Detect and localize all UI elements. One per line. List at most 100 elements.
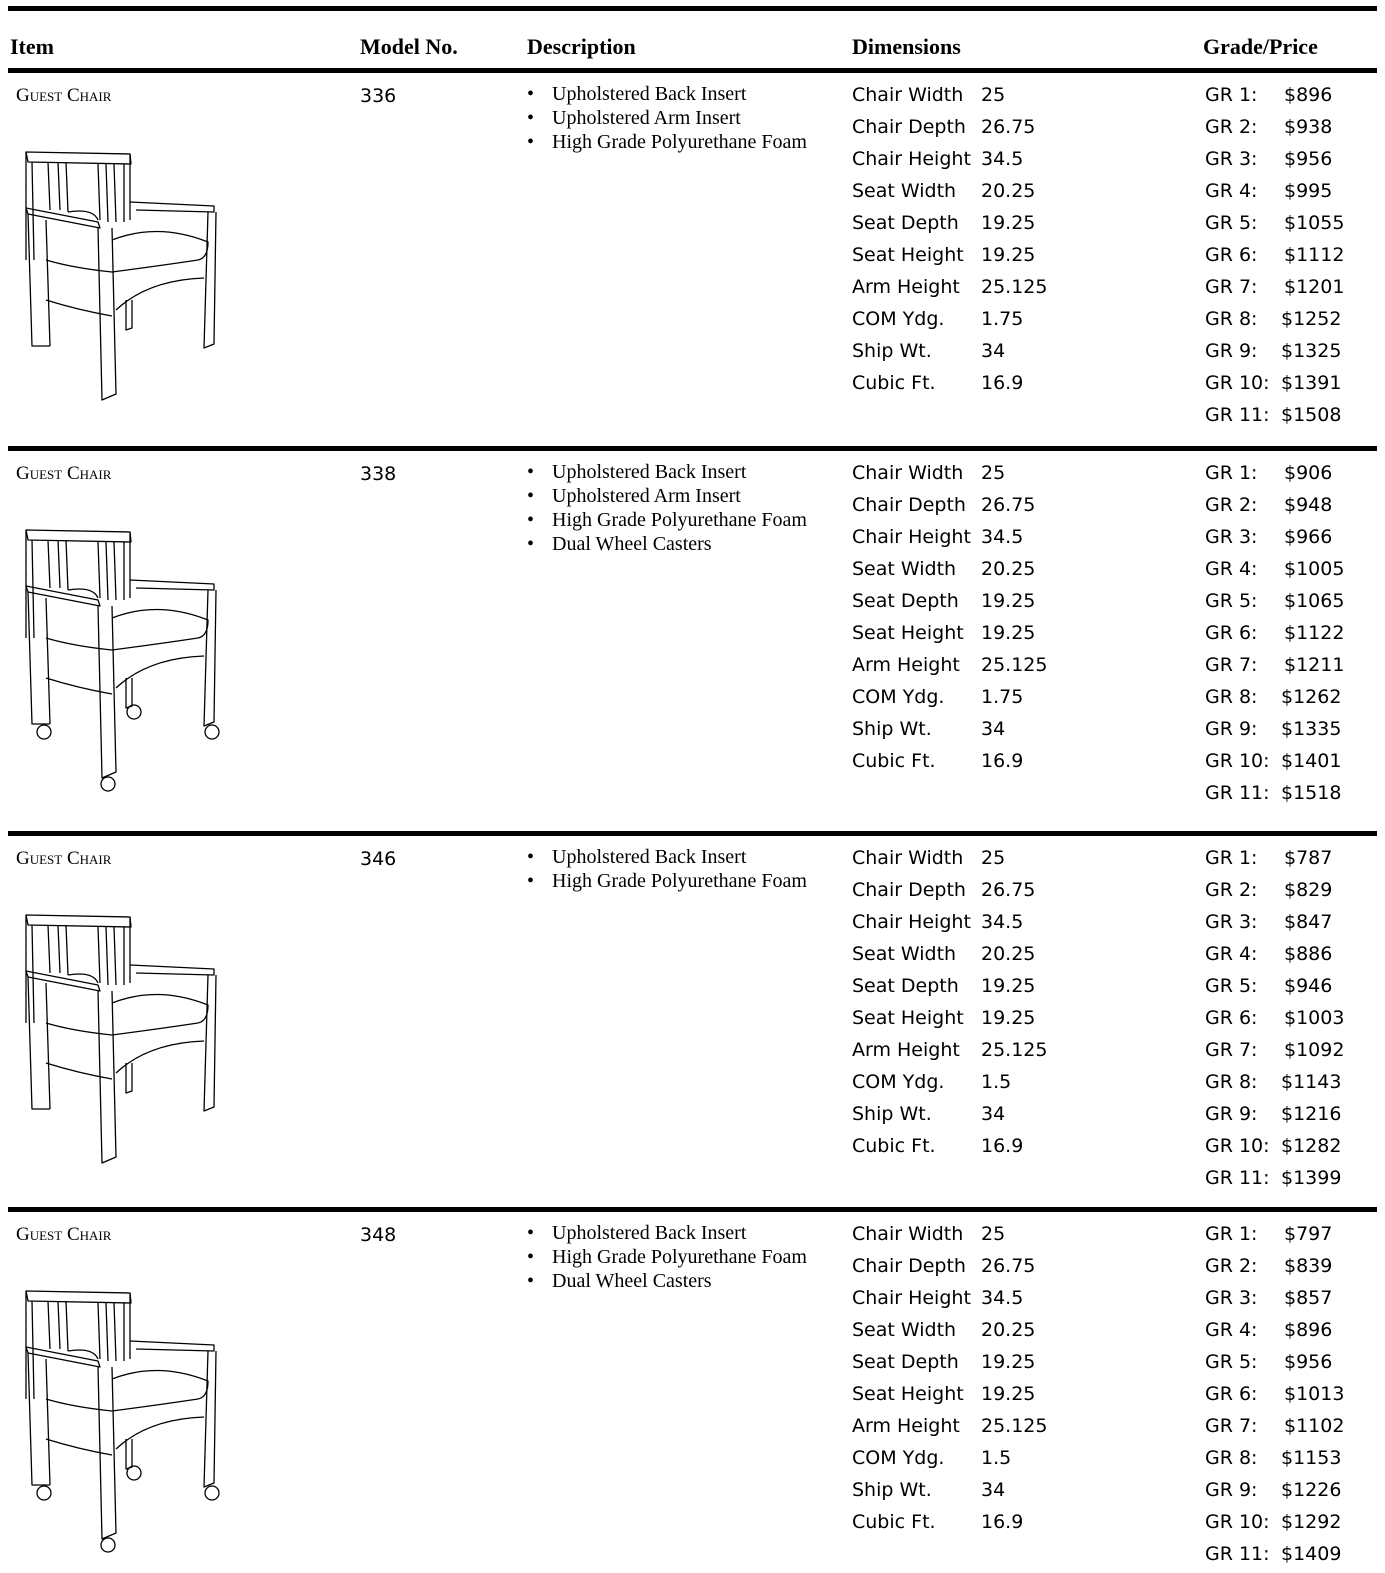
dimension-value: 34.5 xyxy=(981,526,1024,548)
grade-label: GR 8: xyxy=(1205,686,1258,708)
price-value: $1401 xyxy=(1281,750,1342,772)
price-value: $1013 xyxy=(1284,1383,1345,1405)
price-value: $938 xyxy=(1284,116,1333,138)
grade-label: GR 5: xyxy=(1205,590,1258,612)
dimension-value: 19.25 xyxy=(981,975,1036,997)
price-value: $1226 xyxy=(1281,1479,1342,1501)
grade-label: GR 11: xyxy=(1205,404,1270,426)
chair-illustration xyxy=(25,151,217,401)
dimension-label: COM Ydg. xyxy=(852,1071,945,1093)
grade-label: GR 3: xyxy=(1205,911,1258,933)
price-value: $1262 xyxy=(1281,686,1342,708)
dimension-value: 19.25 xyxy=(981,622,1036,644)
dimension-value: 34.5 xyxy=(981,148,1024,170)
description-item: High Grade Polyurethane Foam xyxy=(552,1246,807,1268)
price-value: $1055 xyxy=(1284,212,1345,234)
grade-label: GR 4: xyxy=(1205,180,1258,202)
dimension-value: 16.9 xyxy=(981,750,1024,772)
price-value: $1399 xyxy=(1281,1167,1342,1189)
description-item: Dual Wheel Casters xyxy=(552,533,712,555)
price-value: $896 xyxy=(1284,84,1333,106)
dimension-label: Chair Width xyxy=(852,462,964,484)
dimension-label: Ship Wt. xyxy=(852,1103,932,1125)
price-value: $1292 xyxy=(1281,1511,1342,1533)
grade-label: GR 6: xyxy=(1205,1007,1258,1029)
dimension-label: Chair Depth xyxy=(852,494,966,516)
price-value: $1102 xyxy=(1284,1415,1345,1437)
bullet: • xyxy=(527,533,535,555)
price-value: $948 xyxy=(1284,494,1333,516)
bullet: • xyxy=(527,1246,535,1268)
price-value: $1122 xyxy=(1284,622,1345,644)
grade-label: GR 2: xyxy=(1205,1255,1258,1277)
dimension-label: Seat Height xyxy=(852,622,964,644)
price-value: $1005 xyxy=(1284,558,1345,580)
grade-label: GR 2: xyxy=(1205,116,1258,138)
grade-label: GR 9: xyxy=(1205,718,1258,740)
dimension-value: 25.125 xyxy=(981,276,1048,298)
dimension-label: Seat Depth xyxy=(852,1351,959,1373)
grade-label: GR 8: xyxy=(1205,1447,1258,1469)
item-name: Guest Chair xyxy=(16,1224,112,1245)
grade-label: GR 7: xyxy=(1205,1415,1258,1437)
dimension-label: Arm Height xyxy=(852,1039,960,1061)
grade-label: GR 5: xyxy=(1205,1351,1258,1373)
column-header: Dimensions xyxy=(852,34,961,59)
column-header: Grade/Price xyxy=(1203,34,1318,59)
dimension-label: Cubic Ft. xyxy=(852,1511,936,1533)
dimension-label: Ship Wt. xyxy=(852,1479,932,1501)
dimension-label: Chair Depth xyxy=(852,879,966,901)
description-item: Upholstered Arm Insert xyxy=(552,107,741,129)
dimension-label: Arm Height xyxy=(852,276,960,298)
item-name: Guest Chair xyxy=(16,463,112,484)
item-name: Guest Chair xyxy=(16,848,112,869)
dimension-value: 16.9 xyxy=(981,1511,1024,1533)
grade-label: GR 7: xyxy=(1205,276,1258,298)
dimension-label: Chair Height xyxy=(852,148,971,170)
price-value: $847 xyxy=(1284,911,1333,933)
grade-label: GR 10: xyxy=(1205,1135,1270,1157)
description-item: Upholstered Back Insert xyxy=(552,83,747,105)
bullet: • xyxy=(527,1222,535,1244)
price-value: $797 xyxy=(1284,1223,1333,1245)
price-value: $1282 xyxy=(1281,1135,1342,1157)
dimension-label: Seat Depth xyxy=(852,212,959,234)
top-rule xyxy=(8,6,1377,11)
dimension-value: 25.125 xyxy=(981,654,1048,676)
price-value: $1092 xyxy=(1284,1039,1345,1061)
grade-label: GR 3: xyxy=(1205,148,1258,170)
chair-illustration xyxy=(25,914,217,1164)
dimension-label: Chair Height xyxy=(852,911,971,933)
grade-label: GR 6: xyxy=(1205,1383,1258,1405)
dimension-value: 34.5 xyxy=(981,911,1024,933)
dimension-label: Seat Height xyxy=(852,1007,964,1029)
column-header: Item xyxy=(10,34,54,59)
dimension-value: 34 xyxy=(981,1479,1006,1501)
dimension-label: Chair Height xyxy=(852,526,971,548)
row-rule xyxy=(8,446,1377,451)
grade-label: GR 4: xyxy=(1205,943,1258,965)
dimension-label: COM Ydg. xyxy=(852,1447,945,1469)
dimension-label: Cubic Ft. xyxy=(852,750,936,772)
dimension-label: Seat Width xyxy=(852,558,957,580)
description-item: High Grade Polyurethane Foam xyxy=(552,870,807,892)
dimension-value: 25 xyxy=(981,462,1006,484)
dimension-label: Ship Wt. xyxy=(852,340,932,362)
dimension-value: 26.75 xyxy=(981,1255,1036,1277)
dimension-label: Seat Height xyxy=(852,244,964,266)
dimension-value: 26.75 xyxy=(981,879,1036,901)
price-value: $1409 xyxy=(1281,1543,1342,1565)
grade-label: GR 8: xyxy=(1205,1071,1258,1093)
grade-label: GR 10: xyxy=(1205,750,1270,772)
dimension-label: Chair Width xyxy=(852,1223,964,1245)
price-value: $1216 xyxy=(1281,1103,1342,1125)
dimension-label: Chair Depth xyxy=(852,116,966,138)
dimension-value: 19.25 xyxy=(981,1351,1036,1373)
description-item: Upholstered Back Insert xyxy=(552,1222,747,1244)
grade-label: GR 10: xyxy=(1205,372,1270,394)
price-value: $1112 xyxy=(1284,244,1345,266)
dimension-label: Seat Depth xyxy=(852,590,959,612)
price-value: $839 xyxy=(1284,1255,1333,1277)
bullet: • xyxy=(527,846,535,868)
